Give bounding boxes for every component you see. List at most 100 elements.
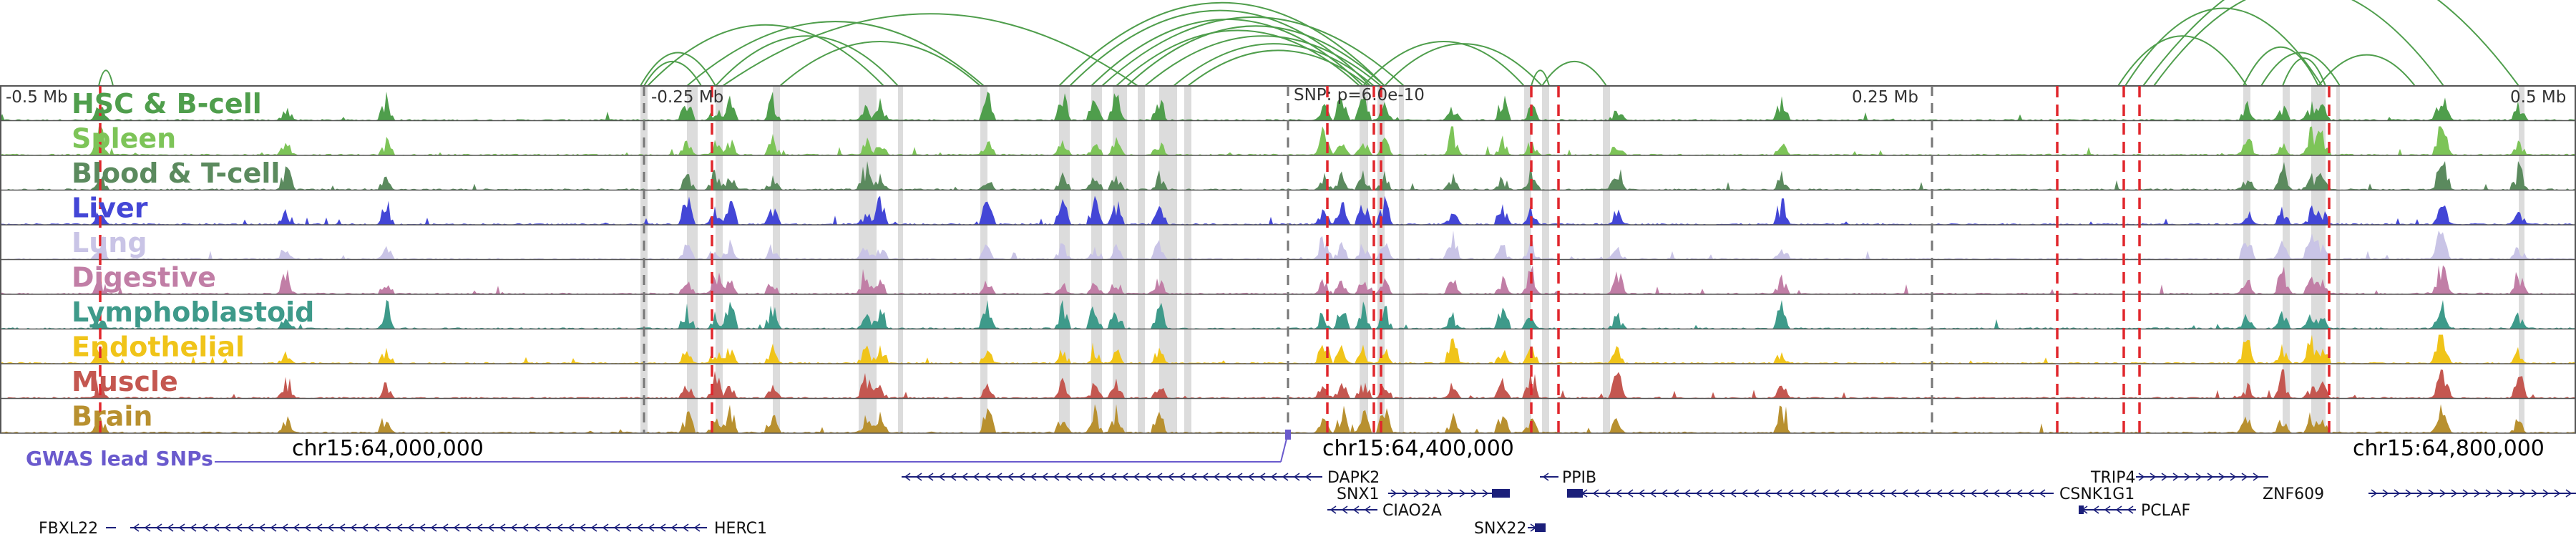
strand-arrow — [1247, 473, 1254, 481]
track-label: HSC & B-cell — [72, 88, 262, 120]
gene-label: CIAO2A — [1382, 502, 1442, 520]
strand-arrow — [1672, 489, 1679, 498]
strand-arrow — [2382, 489, 2389, 498]
gene-label: SNX22 — [1474, 520, 1527, 537]
loop-arc — [715, 35, 899, 87]
strand-arrow — [1425, 489, 1432, 498]
track-signal — [0, 404, 2576, 433]
strand-arrow — [2439, 489, 2446, 498]
strand-arrow — [487, 523, 494, 532]
strand-arrow — [155, 523, 162, 532]
loop-arc — [1058, 1, 1385, 87]
strand-arrow — [430, 523, 437, 532]
strand-arrow — [1075, 473, 1083, 481]
strand-arrow — [2016, 489, 2023, 498]
loop-arc — [2142, 0, 2519, 87]
strand-arrow — [1236, 473, 1243, 481]
chromatin-loop-arcs — [98, 0, 2519, 87]
strand-arrow — [1413, 489, 1420, 498]
strand-arrow — [1649, 489, 1657, 498]
loop-arc — [2124, 7, 2323, 87]
gene-exon — [1492, 489, 1510, 498]
track-signal — [0, 126, 2576, 155]
strand-arrow — [1855, 489, 1863, 498]
strand-arrow — [396, 523, 403, 532]
track-signal — [0, 334, 2576, 364]
accessibility-tracks — [0, 85, 2576, 434]
strand-arrow — [476, 523, 483, 532]
strand-arrow — [2485, 489, 2492, 498]
strand-arrow — [1053, 473, 1060, 481]
loop-arc — [779, 41, 981, 87]
strand-arrow — [904, 473, 911, 481]
strand-arrow — [1098, 473, 1106, 481]
strand-arrow — [1364, 505, 1371, 514]
strand-arrow — [1626, 489, 1634, 498]
strand-arrow — [1787, 489, 1794, 498]
gene-label: FBXL22 — [39, 520, 98, 537]
strand-arrow — [2451, 489, 2458, 498]
strand-arrow — [1844, 489, 1851, 498]
strand-arrow — [1293, 473, 1300, 481]
strand-arrow — [602, 523, 609, 532]
strand-arrow — [2161, 473, 2168, 481]
strand-arrow — [2371, 489, 2378, 498]
gene-exon — [1567, 489, 1583, 498]
strand-arrow — [915, 473, 922, 481]
track-label: Lymphoblastoid — [72, 296, 314, 328]
track-label: Blood & T-cell — [72, 158, 280, 189]
strand-arrow — [1259, 473, 1266, 481]
track-label: Brain — [72, 401, 152, 432]
strand-arrow — [1867, 489, 1874, 498]
strand-arrow — [270, 523, 277, 532]
strand-arrow — [1752, 489, 1760, 498]
strand-arrow — [590, 523, 597, 532]
strand-arrow — [1201, 473, 1209, 481]
strand-arrow — [1110, 473, 1117, 481]
strand-arrow — [682, 523, 689, 532]
strand-arrow — [556, 523, 563, 532]
strand-arrow — [1341, 505, 1348, 514]
strand-arrow — [167, 523, 174, 532]
loop-arc — [2117, 35, 2248, 87]
strand-arrow — [1775, 489, 1782, 498]
track-signal — [0, 161, 2576, 190]
strand-arrow — [522, 523, 529, 532]
track-label: Spleen — [72, 123, 176, 155]
gene-label: HERC1 — [714, 520, 767, 537]
strand-arrow — [1470, 489, 1478, 498]
strand-arrow — [1833, 489, 1840, 498]
gwas-snp-marker — [1285, 430, 1291, 440]
strand-arrow — [1810, 489, 1817, 498]
strand-arrow — [1144, 473, 1151, 481]
loop-arc — [1384, 43, 1543, 87]
strand-arrow — [407, 523, 414, 532]
strand-arrow — [2218, 473, 2225, 481]
strand-arrow — [2474, 489, 2481, 498]
track-signal — [0, 265, 2576, 294]
track-label: Muscle — [72, 366, 178, 397]
coordinate-label: chr15:64,000,000 — [292, 436, 484, 461]
strand-arrow — [950, 473, 957, 481]
strand-arrow — [938, 473, 945, 481]
strand-arrow — [1007, 473, 1014, 481]
strand-arrow — [648, 523, 655, 532]
strand-arrow — [1993, 489, 2000, 498]
loop-arc — [1541, 60, 1607, 87]
strand-arrow — [1764, 489, 1771, 498]
strand-arrow — [1018, 473, 1025, 481]
strand-arrow — [132, 523, 140, 532]
strand-arrow — [1821, 489, 1828, 498]
strand-arrow — [361, 523, 369, 532]
track-signal — [0, 369, 2576, 399]
strand-arrow — [1947, 489, 1954, 498]
strand-arrow — [419, 523, 426, 532]
gene-label: CSNK1G1 — [2059, 485, 2135, 503]
strand-arrow — [1213, 473, 1220, 481]
strand-arrow — [1064, 473, 1071, 481]
strand-arrow — [2519, 489, 2527, 498]
track-label: Lung — [72, 227, 147, 258]
track-label: Digestive — [72, 262, 216, 294]
